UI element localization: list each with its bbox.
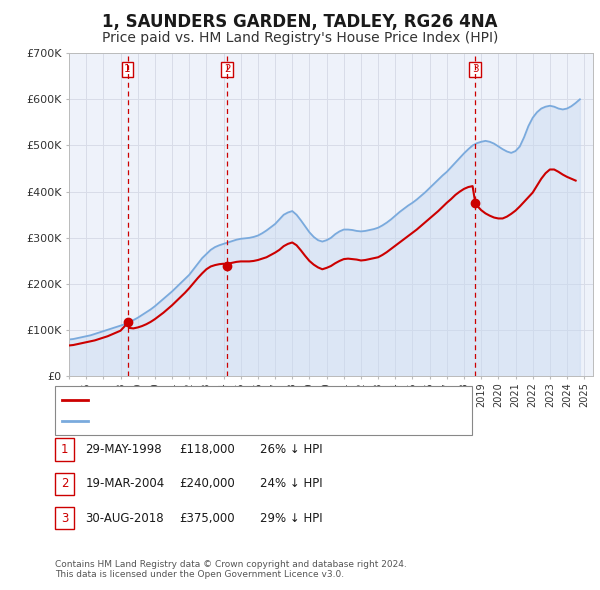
Text: 26% ↓ HPI: 26% ↓ HPI xyxy=(260,443,323,456)
Text: 1, SAUNDERS GARDEN, TADLEY, RG26 4NA (detached house): 1, SAUNDERS GARDEN, TADLEY, RG26 4NA (de… xyxy=(92,395,412,405)
Text: 29% ↓ HPI: 29% ↓ HPI xyxy=(260,512,323,525)
Text: 30-AUG-2018: 30-AUG-2018 xyxy=(85,512,164,525)
Text: 2: 2 xyxy=(224,64,230,74)
Text: 29-MAY-1998: 29-MAY-1998 xyxy=(85,443,162,456)
Text: £240,000: £240,000 xyxy=(179,477,235,490)
Text: £118,000: £118,000 xyxy=(179,443,235,456)
Text: 3: 3 xyxy=(472,64,479,74)
Text: 1, SAUNDERS GARDEN, TADLEY, RG26 4NA: 1, SAUNDERS GARDEN, TADLEY, RG26 4NA xyxy=(102,13,498,31)
Text: 1: 1 xyxy=(61,443,68,456)
Text: HPI: Average price, detached house, Basingstoke and Deane: HPI: Average price, detached house, Basi… xyxy=(92,417,409,427)
Text: 1: 1 xyxy=(124,64,131,74)
Text: 19-MAR-2004: 19-MAR-2004 xyxy=(85,477,164,490)
Text: 24% ↓ HPI: 24% ↓ HPI xyxy=(260,477,323,490)
Text: £375,000: £375,000 xyxy=(179,512,235,525)
Text: 2: 2 xyxy=(61,477,68,490)
Text: Price paid vs. HM Land Registry's House Price Index (HPI): Price paid vs. HM Land Registry's House … xyxy=(102,31,498,45)
Text: Contains HM Land Registry data © Crown copyright and database right 2024.
This d: Contains HM Land Registry data © Crown c… xyxy=(55,560,407,579)
Text: 3: 3 xyxy=(61,512,68,525)
